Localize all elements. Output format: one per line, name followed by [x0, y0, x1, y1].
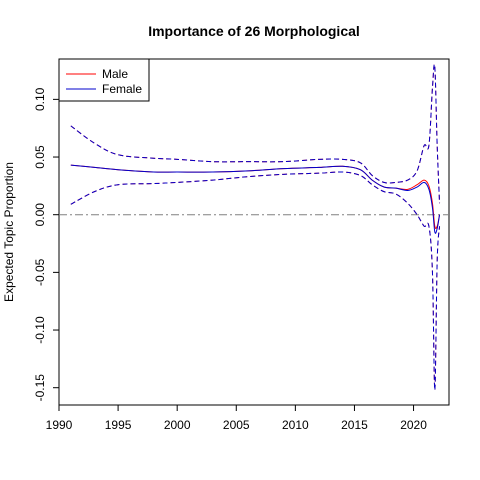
- y-tick-label: -0.10: [33, 316, 47, 344]
- legend: Male Female: [58, 58, 150, 102]
- y-tick-label: -0.15: [33, 374, 47, 402]
- x-tick-label: 1990: [46, 418, 73, 432]
- x-tick-label: 2015: [341, 418, 368, 432]
- legend-label-female: Female: [102, 82, 142, 96]
- y-axis-title: Expected Topic Proportion: [2, 162, 16, 302]
- chart-title: Importance of 26 Morphological: [148, 23, 360, 39]
- series-female-mean-line: [70, 164, 441, 234]
- x-tick-label: 1995: [105, 418, 132, 432]
- y-tick-label: 0.10: [33, 87, 47, 111]
- y-tick-label: 0.05: [33, 145, 47, 169]
- x-tick-label: 2005: [223, 418, 250, 432]
- chart-marks: 1990 1995 2000 2005 2010 2015 2020 -0.15 -0.10 -0…: [33, 63, 449, 432]
- x-tick-label: 2000: [164, 418, 191, 432]
- series-female-upper-ci: [70, 63, 441, 204]
- y-tick-label: -0.05: [33, 258, 47, 286]
- legend-box: [58, 58, 150, 102]
- x-tick-label: 2020: [400, 418, 427, 432]
- plot-frame: [58, 58, 450, 406]
- y-tick-label: 0.00: [33, 203, 47, 227]
- x-tick-label: 2010: [282, 418, 309, 432]
- legend-label-male: Male: [102, 67, 128, 81]
